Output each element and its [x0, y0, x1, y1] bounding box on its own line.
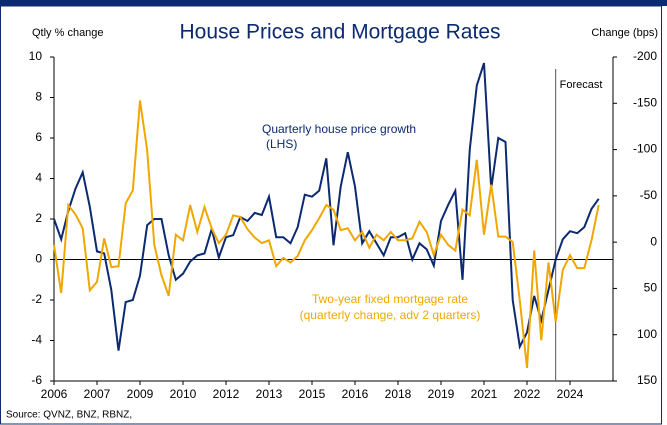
y-tick-label: -4: [31, 333, 42, 347]
y2-tick-label: 0: [650, 234, 657, 248]
y2-tick-label: 50: [644, 281, 658, 295]
x-tick-label: 2018: [385, 387, 412, 401]
annotation: (quarterly change, adv 2 quarters): [300, 308, 481, 322]
header-band: [0, 0, 667, 6]
y-tick-label: 10: [29, 49, 43, 63]
series-line: [53, 100, 600, 369]
x-tick-label: 2019: [428, 387, 455, 401]
y-tick-label: 8: [35, 90, 42, 104]
series-line: [53, 62, 600, 351]
y-axis-label: Qtly % change: [32, 27, 104, 39]
frame: [0, 5, 662, 425]
x-tick-label: 2021: [471, 387, 498, 401]
y-tick-label: 6: [35, 130, 42, 144]
x-tick-label: 2022: [514, 387, 541, 401]
y-tick-label: 4: [35, 171, 42, 185]
x-tick-label: 2006: [41, 387, 68, 401]
y2-tick-label: -50: [640, 188, 658, 202]
x-tick-label: 2016: [342, 387, 369, 401]
legend-label: Quarterly house price growth: [262, 122, 416, 136]
x-tick-label: 2015: [299, 387, 326, 401]
x-tick-label: 2009: [127, 387, 154, 401]
chart-title: House Prices and Mortgage Rates: [180, 21, 501, 44]
y-tick-label: 2: [35, 211, 42, 225]
y2-tick-label: -150: [633, 95, 657, 109]
legend-label: Two-year fixed mortgage rate: [312, 292, 468, 306]
forecast-label: Forecast: [560, 79, 603, 91]
annotation: (LHS): [266, 137, 297, 151]
y-tick-label: 0: [35, 252, 42, 266]
y2-tick-label: -100: [633, 142, 657, 156]
x-tick-label: 2013: [256, 387, 283, 401]
y2-tick-label: -200: [633, 49, 657, 63]
y2-tick-label: 100: [637, 327, 657, 341]
x-tick-label: 2010: [170, 387, 197, 401]
y-tick-label: -2: [31, 292, 42, 306]
source: Source: QVNZ, BNZ, RBNZ,: [6, 410, 132, 421]
x-tick-label: 2024: [557, 387, 584, 401]
y2-axis-label: Change (bps): [591, 27, 658, 39]
x-tick-label: 2012: [213, 387, 240, 401]
y-tick-label: -6: [31, 373, 42, 387]
x-tick-label: 2007: [84, 387, 111, 401]
y2-tick-label: 150: [637, 373, 657, 387]
